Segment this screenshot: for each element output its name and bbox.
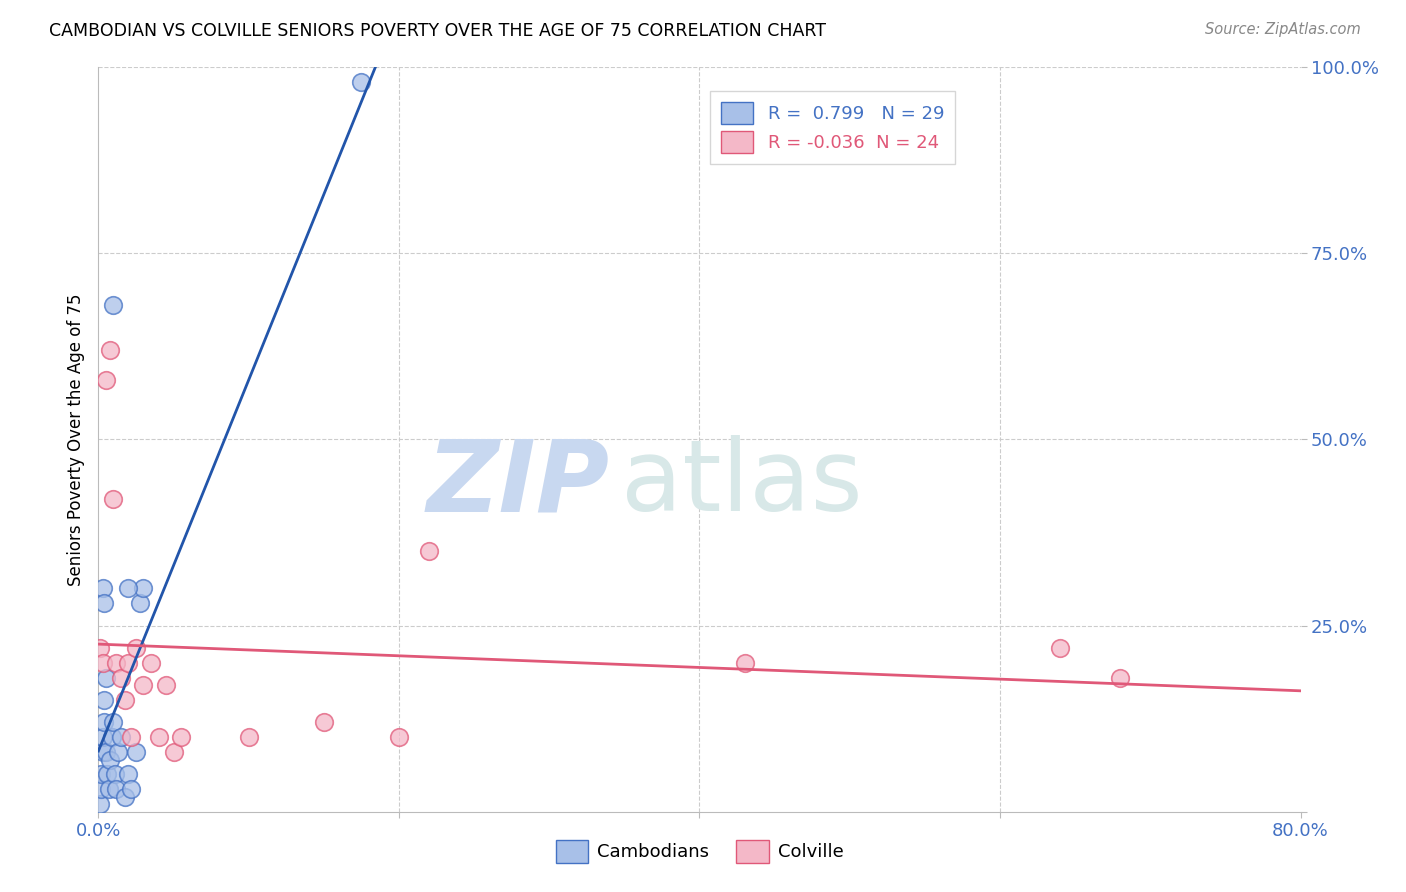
Point <box>129 596 152 610</box>
Point <box>105 656 128 670</box>
Point <box>94 373 117 387</box>
Point <box>1049 640 1071 655</box>
Point <box>117 767 139 781</box>
Point <box>93 715 115 730</box>
Text: ZIP: ZIP <box>426 435 609 533</box>
Point <box>89 640 111 655</box>
Point <box>121 782 143 797</box>
Point <box>90 767 112 781</box>
Point <box>103 715 125 730</box>
Point <box>110 671 132 685</box>
Point <box>170 730 193 744</box>
Point <box>101 730 124 744</box>
Point <box>110 730 132 744</box>
Point <box>114 693 136 707</box>
Point <box>418 544 440 558</box>
Point <box>132 582 155 596</box>
Point <box>104 767 127 781</box>
Legend: Cambodians, Colville: Cambodians, Colville <box>548 833 851 870</box>
Y-axis label: Seniors Poverty Over the Age of 75: Seniors Poverty Over the Age of 75 <box>66 293 84 585</box>
Point <box>125 745 148 759</box>
Point <box>117 656 139 670</box>
Point <box>91 582 114 596</box>
Point <box>103 491 125 506</box>
Point <box>93 596 115 610</box>
Point <box>91 745 114 759</box>
Point <box>734 656 756 670</box>
Point <box>91 656 114 670</box>
Point <box>132 678 155 692</box>
Point <box>94 671 117 685</box>
Point <box>162 745 184 759</box>
Point <box>91 730 114 744</box>
Point <box>100 753 122 767</box>
Point <box>107 745 129 759</box>
Point <box>121 730 143 744</box>
Point <box>139 656 162 670</box>
Point <box>90 782 112 797</box>
Point <box>89 797 111 812</box>
Point <box>148 730 170 744</box>
Text: atlas: atlas <box>621 435 863 533</box>
Point <box>388 730 411 744</box>
Point <box>1109 671 1132 685</box>
Point <box>93 693 115 707</box>
Point <box>312 715 335 730</box>
Point <box>105 782 128 797</box>
Text: CAMBODIAN VS COLVILLE SENIORS POVERTY OVER THE AGE OF 75 CORRELATION CHART: CAMBODIAN VS COLVILLE SENIORS POVERTY OV… <box>49 22 827 40</box>
Point <box>100 343 122 357</box>
Text: Source: ZipAtlas.com: Source: ZipAtlas.com <box>1205 22 1361 37</box>
Point <box>114 789 136 804</box>
Point <box>350 75 373 89</box>
Point <box>117 582 139 596</box>
Point <box>125 640 148 655</box>
Point <box>94 745 117 759</box>
Point <box>96 767 118 781</box>
Point <box>103 298 125 312</box>
Point <box>97 782 120 797</box>
Point <box>155 678 177 692</box>
Point <box>238 730 260 744</box>
